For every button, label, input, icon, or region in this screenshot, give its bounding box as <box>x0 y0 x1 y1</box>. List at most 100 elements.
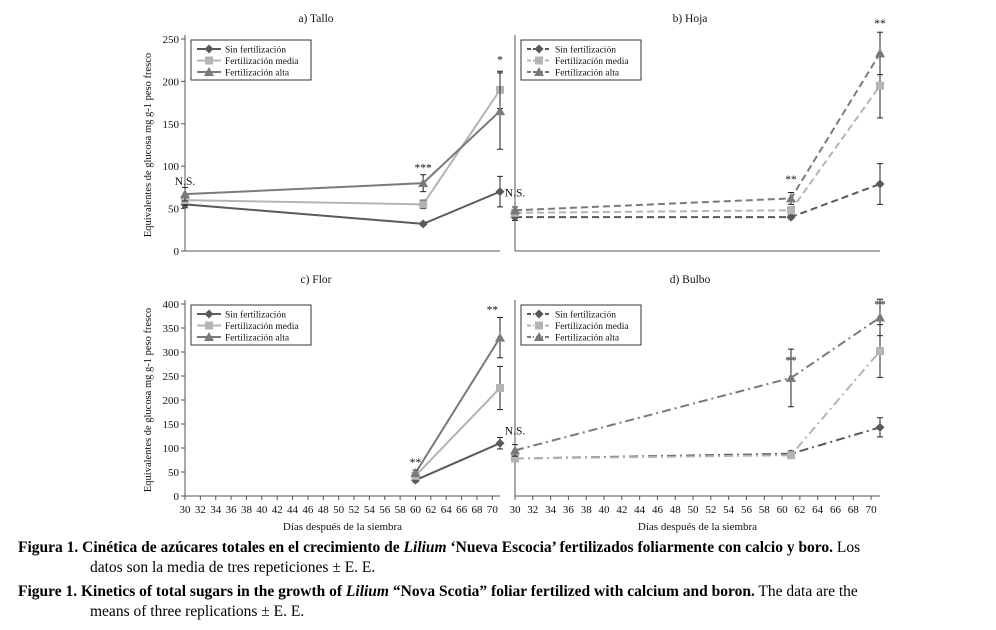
tallo-legend-label: Fertilización media <box>225 57 299 67</box>
caption-spanish: Figura 1. Cinética de azúcares totales e… <box>18 538 988 578</box>
bulbo-x-tick-label: 48 <box>670 504 682 516</box>
tallo-y-tick-label: 100 <box>163 161 180 173</box>
tallo-legend-label: Sin fertilización <box>225 45 286 56</box>
flor-y-tick-label: 50 <box>168 467 180 479</box>
bulbo-x-tick-label: 34 <box>545 504 557 516</box>
caption-en-lead: Figure 1. Kinetics of total sugars in th… <box>18 583 346 600</box>
hoja-legend-marker <box>534 44 544 54</box>
flor-legend-label: Fertilización alta <box>225 334 290 344</box>
flor-y-tick-label: 350 <box>163 323 180 335</box>
bulbo-x-tick-label: 44 <box>634 504 646 516</box>
hoja-data-point <box>786 212 796 222</box>
bulbo-x-tick-label: 46 <box>652 504 664 516</box>
flor-y-tick-label: 200 <box>163 395 180 407</box>
flor-series-line <box>414 337 501 474</box>
tallo-data-point <box>180 189 190 199</box>
tallo-annotation: * <box>497 55 503 67</box>
bulbo-x-tick-label: 56 <box>741 504 753 516</box>
flor-x-tick-label: 44 <box>287 504 299 516</box>
hoja-data-point <box>876 81 884 90</box>
tallo-annotation: N.S. <box>175 176 196 188</box>
bulbo-x-tick-label: 70 <box>866 504 878 516</box>
flor-title: c) Flor <box>301 274 332 286</box>
flor-legend-marker <box>204 309 214 319</box>
flor-annotation: ** <box>487 305 499 317</box>
bulbo-legend-label: Fertilización media <box>555 322 629 332</box>
bulbo-data-point <box>876 347 884 356</box>
bulbo-x-tick-label: 40 <box>599 504 611 516</box>
flor-x-tick-label: 42 <box>272 504 283 516</box>
flor-data-point <box>495 438 505 448</box>
flor-legend-label: Sin fertilización <box>225 310 286 321</box>
flor-y-tick-label: 300 <box>163 347 180 359</box>
bulbo-x-tick-label: 38 <box>581 504 593 516</box>
flor-data-point <box>495 332 505 342</box>
hoja-annotation: N.S. <box>505 188 526 200</box>
bulbo-data-point <box>785 372 796 382</box>
bulbo-data-point <box>875 312 885 322</box>
hoja-data-point <box>786 206 795 215</box>
caption-es-continuation: datos son la media de tres repeticiones … <box>90 559 376 576</box>
hoja-data-point <box>875 179 885 189</box>
bulbo-x-tick-label: 66 <box>830 504 842 516</box>
flor-x-tick-label: 38 <box>241 504 253 516</box>
caption-en-continuation: means of three replications ± E. E. <box>90 603 305 620</box>
tallo-y-tick-label: 250 <box>163 34 180 46</box>
bulbo-title: d) Bulbo <box>670 274 711 286</box>
tallo-data-point <box>495 187 505 197</box>
hoja-data-point <box>785 193 796 203</box>
flor-x-tick-label: 70 <box>487 504 499 516</box>
caption-es-italic: Lilium <box>403 539 447 556</box>
hoja-legend-marker <box>534 67 544 76</box>
flor-x-tick-label: 50 <box>333 504 345 516</box>
flor-y-tick-label: 400 <box>163 299 180 311</box>
flor-y-tick-label: 100 <box>163 443 180 455</box>
flor-x-tick-label: 34 <box>210 504 222 516</box>
bulbo-legend-marker <box>535 321 543 330</box>
bulbo-x-tick-label: 32 <box>527 504 538 516</box>
bulbo-x-tick-label: 68 <box>848 504 860 516</box>
bulbo-data-point <box>511 454 519 463</box>
caption-es-rest: Los <box>833 539 861 556</box>
flor-ylabel: Equivalentes de glucosa mg g-1 peso fres… <box>143 308 154 492</box>
bulbo-x-tick-label: 36 <box>563 504 575 516</box>
flor-x-tick-label: 30 <box>180 504 192 516</box>
tallo-y-tick-label: 50 <box>168 204 180 216</box>
bulbo-legend-label: Fertilización alta <box>555 334 620 344</box>
bulbo-annotation: ** <box>874 299 886 311</box>
flor-y-tick-label: 250 <box>163 371 180 383</box>
hoja-data-point <box>510 205 520 215</box>
tallo-annotation: *** <box>415 162 433 174</box>
flor-series-line <box>415 442 501 482</box>
flor-series-line <box>414 387 501 477</box>
tallo-data-point <box>418 219 428 229</box>
hoja-legend-marker <box>535 56 543 65</box>
flor-x-tick-label: 60 <box>410 504 422 516</box>
flor-annotation: ** <box>410 457 422 469</box>
tallo-legend-marker <box>205 56 213 65</box>
flor-x-tick-label: 52 <box>349 504 360 516</box>
flor-data-point <box>496 384 504 392</box>
bulbo-data-point <box>875 422 885 432</box>
bulbo-x-tick-label: 42 <box>616 504 627 516</box>
tallo-legend-label: Fertilización alta <box>225 69 290 79</box>
tallo-legend-marker <box>204 44 214 54</box>
hoja-series-line <box>514 85 881 214</box>
bulbo-x-tick-label: 52 <box>705 504 716 516</box>
bulbo-x-tick-label: 58 <box>759 504 771 516</box>
flor-xlabel: Días después de la siembra <box>283 521 402 533</box>
flor-x-tick-label: 46 <box>302 504 314 516</box>
bulbo-xlabel: Días después de la siembra <box>638 521 757 533</box>
bulbo-series-line <box>514 350 881 460</box>
bulbo-series-line <box>514 426 881 460</box>
flor-x-tick-label: 64 <box>441 504 453 516</box>
flor-legend-marker <box>204 332 214 341</box>
bulbo-legend-marker <box>534 332 544 341</box>
tallo-ylabel: Equivalentes de glucosa mg g-1 peso fres… <box>143 53 154 237</box>
tallo-y-tick-label: 200 <box>163 76 180 88</box>
flor-legend-label: Fertilización media <box>225 322 299 332</box>
hoja-legend-label: Fertilización media <box>555 57 629 67</box>
flor-y-tick-label: 150 <box>163 419 180 431</box>
tallo-title: a) Tallo <box>298 13 333 25</box>
caption-es-lead: Figura 1. Cinética de azúcares totales e… <box>18 539 404 556</box>
